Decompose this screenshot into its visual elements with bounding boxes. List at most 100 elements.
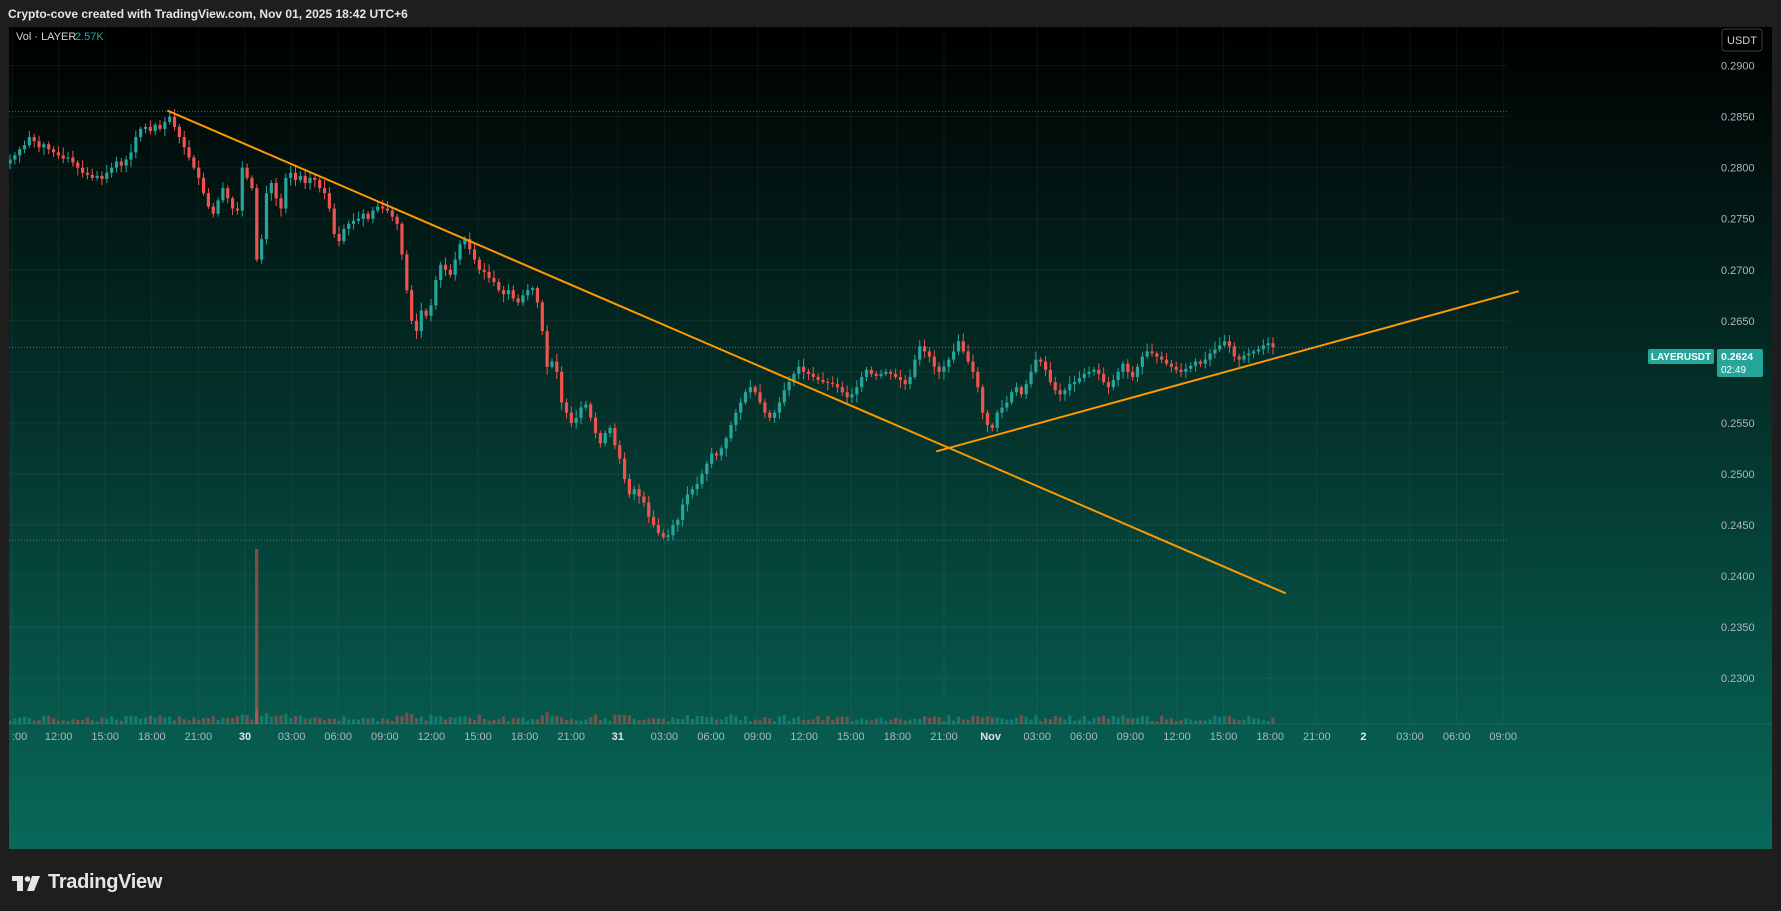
volume-bar [676, 718, 680, 724]
candle-body [439, 264, 443, 280]
candle-body [937, 366, 941, 372]
volume-bar [114, 719, 119, 724]
candle-body [497, 282, 501, 291]
chart-panel[interactable]: 0.2900 0.2850 0.2800 0.2750 0.2700 0.2650 0.26… [8, 27, 1772, 849]
candle-body [1072, 382, 1077, 385]
candle-body [589, 404, 593, 418]
volume-bar [734, 716, 738, 724]
candle-body [811, 373, 815, 377]
volume-bar [468, 717, 472, 724]
price-chart[interactable]: 0.2900 0.2850 0.2800 0.2750 0.2700 0.2650 0.26… [8, 27, 1772, 849]
time-axis[interactable]: :00 12:00 15:00 18:00 21:00 30 03:00 06:00 09:00… [9, 723, 1772, 743]
candle-body [129, 152, 133, 160]
volume-bar [269, 716, 273, 724]
volume-bar [376, 721, 380, 724]
volume-bar [918, 719, 922, 724]
volume-bar [47, 715, 51, 724]
candle-body [681, 504, 685, 520]
volume-bar [811, 719, 815, 724]
volume-bar [884, 720, 888, 724]
candle-body [806, 371, 811, 374]
candle-body [574, 417, 578, 423]
candle-body [913, 359, 917, 377]
volume-bar [1213, 715, 1217, 724]
candle-body [400, 223, 404, 255]
candles [8, 109, 1275, 542]
candle-body [458, 244, 462, 260]
symbol-price-badge: LAYERUSDT 0.2624 02:49 [1648, 349, 1763, 377]
volume-bar [860, 718, 864, 724]
volume-bar [564, 720, 569, 724]
candle-body [153, 124, 157, 131]
candle-body [593, 417, 598, 434]
candle-body [303, 175, 307, 184]
time-tick-label: 15:00 [91, 731, 119, 743]
candle-body [264, 193, 269, 240]
volume-bar [545, 711, 549, 724]
candle-body [1097, 369, 1101, 374]
tradingview-logo[interactable]: TradingView [12, 871, 162, 894]
candle-body [385, 208, 390, 211]
time-tick-label: 15:00 [837, 731, 865, 743]
volume-bar [172, 720, 177, 724]
volume-bar [802, 719, 806, 724]
candle-body [777, 402, 782, 413]
volume-bar [119, 720, 123, 724]
volume-bar [71, 719, 75, 724]
volume-bar [211, 716, 215, 724]
candle-body [443, 264, 448, 270]
candle-body [1223, 341, 1227, 346]
volume-bar [1072, 720, 1077, 724]
candle-body [1087, 371, 1091, 374]
candle-body [163, 121, 167, 129]
candle-body [550, 361, 554, 367]
price-axis[interactable]: 0.2900 0.2850 0.2800 0.2750 0.2700 0.2650 0.26… [1721, 61, 1755, 685]
candle-body [1261, 345, 1265, 350]
candle-body [671, 524, 675, 536]
candle-body [37, 141, 41, 148]
candle-body [308, 177, 312, 184]
candle-body [66, 157, 70, 159]
price-tick-label: 0.2300 [1721, 673, 1755, 685]
candle-body [284, 177, 288, 209]
candle-body [434, 279, 438, 306]
time-tick-label: 09:00 [744, 731, 772, 743]
candle-body [463, 239, 467, 245]
volume-bar [932, 716, 936, 724]
volume-bar [869, 720, 873, 724]
time-tick-label: 03:00 [278, 731, 306, 743]
candle-body [148, 126, 152, 131]
candle-body [168, 116, 172, 122]
volume-bar [903, 720, 907, 724]
volume-bar [632, 718, 636, 724]
candle-body [1232, 346, 1236, 357]
volume-bar [574, 720, 578, 724]
volume-bar [642, 719, 646, 724]
candle-body [990, 424, 994, 428]
candle-body [42, 144, 46, 148]
volume-bar [531, 718, 535, 724]
volume-bar [927, 717, 932, 724]
candle-body [1256, 349, 1261, 352]
candle-body [269, 183, 273, 194]
volume-bar [874, 718, 878, 724]
volume-bar [661, 718, 665, 724]
volume-bar [153, 717, 157, 724]
volume-bar [719, 719, 723, 724]
currency-button[interactable]: USDT [1721, 28, 1763, 52]
candle-body [1198, 361, 1203, 364]
volume-bar [850, 721, 854, 724]
candle-body [719, 448, 723, 456]
trendlines[interactable] [166, 109, 1519, 595]
candle-body [874, 373, 878, 376]
candle-body [414, 320, 419, 332]
volume-bar [143, 717, 148, 724]
price-tick-label: 0.2750 [1721, 214, 1755, 226]
candle-body [613, 427, 617, 446]
candle-body [782, 390, 786, 403]
candle-body [724, 438, 728, 449]
volume-bar [579, 720, 583, 724]
candle-body [1063, 390, 1067, 395]
volume-bar [1077, 719, 1082, 724]
volume-bar [787, 720, 791, 724]
